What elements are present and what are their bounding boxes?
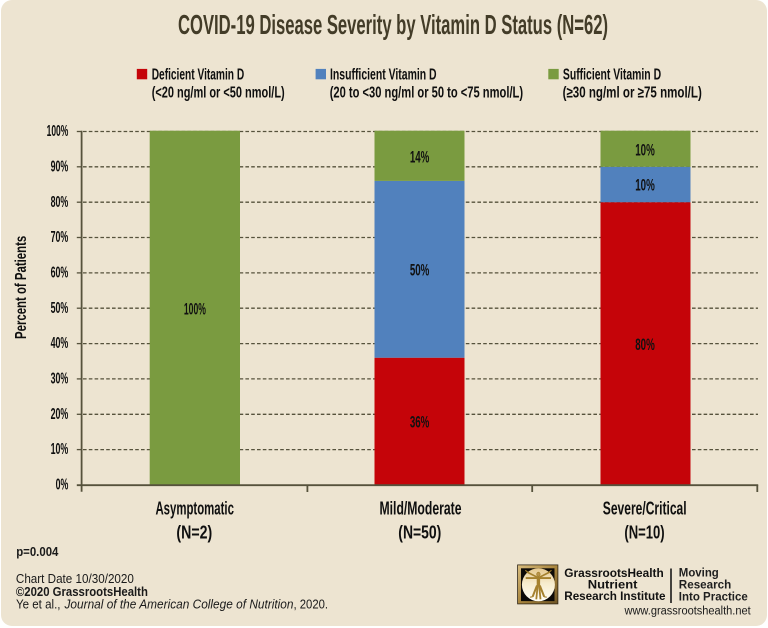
svg-text:70%: 70% [51,229,69,246]
svg-text:Insufficient Vitamin D: Insufficient Vitamin D [330,67,437,84]
svg-text:(N=2): (N=2) [176,522,212,543]
svg-text:Deficient Vitamin D: Deficient Vitamin D [152,67,245,84]
svg-text:40%: 40% [51,335,69,352]
svg-text:20%: 20% [51,406,69,423]
svg-text:Research: Research [679,578,732,592]
svg-text:(20 to <30 ng/ml or 50 to <75: (20 to <30 ng/ml or 50 to <75 nmol/L) [330,84,523,101]
svg-text:100%: 100% [184,300,206,318]
svg-text:p=0.004: p=0.004 [16,545,58,559]
svg-text:(<20 ng/ml or <50 nmol/L): (<20 ng/ml or <50 nmol/L) [152,84,285,101]
svg-text:Chart Date 10/30/2020: Chart Date 10/30/2020 [16,572,134,586]
svg-text:Mild/Moderate: Mild/Moderate [380,498,462,519]
svg-text:Nutrient: Nutrient [588,578,638,591]
svg-text:Percent of Patients: Percent of Patients [13,236,30,339]
svg-text:©2020 GrassrootsHealth: ©2020 GrassrootsHealth [16,585,148,599]
svg-text:80%: 80% [635,336,655,354]
svg-text:Severe/Critical: Severe/Critical [603,498,687,519]
svg-text:10%: 10% [51,441,69,458]
svg-text:www.grassrootshealth.net: www.grassrootshealth.net [624,606,752,618]
svg-text:100%: 100% [47,123,69,140]
svg-text:Research Institute: Research Institute [564,590,666,603]
svg-text:50%: 50% [51,300,69,317]
svg-text:10%: 10% [635,177,655,195]
svg-text:Ye et al.,: Ye et al., [16,598,61,612]
svg-text:COVID-19 Disease Severity by V: COVID-19 Disease Severity by Vitamin D S… [178,9,608,40]
svg-text:90%: 90% [51,158,69,175]
svg-text:GrassrootsHealth: GrassrootsHealth [564,567,663,580]
svg-text:50%: 50% [410,262,430,280]
svg-text:30%: 30% [51,371,69,388]
svg-text:60%: 60% [51,265,69,282]
svg-text:0%: 0% [56,477,69,494]
svg-text:Into Practice: Into Practice [679,590,748,604]
svg-text:(N=10): (N=10) [624,522,664,543]
svg-text:Asymptomatic: Asymptomatic [155,498,234,519]
svg-text:(≥30 ng/ml or ≥75 nmol/L): (≥30 ng/ml or ≥75 nmol/L) [563,84,702,101]
svg-text:10%: 10% [635,141,655,159]
svg-text:14%: 14% [410,148,430,166]
svg-text:Journal of the American Colleg: Journal of the American College of Nutri… [64,598,294,612]
svg-text:Moving: Moving [679,566,719,580]
svg-text:Sufficient Vitamin D: Sufficient Vitamin D [563,67,661,84]
svg-text:, 2020.: , 2020. [294,598,329,612]
svg-text:(N=50): (N=50) [398,522,441,543]
svg-text:80%: 80% [51,194,69,211]
svg-text:36%: 36% [410,414,430,432]
